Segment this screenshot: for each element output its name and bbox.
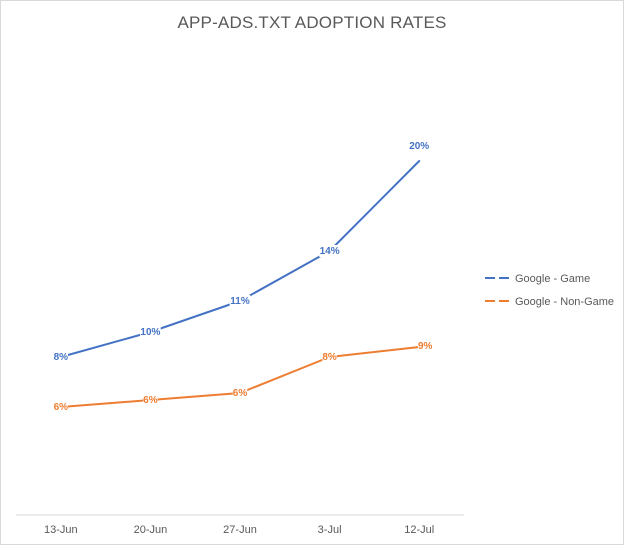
data-label-bg [418, 340, 433, 352]
data-label-bg [229, 295, 251, 307]
data-label: 10% [140, 327, 160, 338]
data-label: 6% [233, 388, 248, 399]
data-label-bg [140, 326, 161, 338]
data-label: 14% [320, 246, 340, 257]
data-label: 11% [230, 296, 250, 307]
x-tick-label: 27-Jun [223, 524, 257, 536]
data-label: 20% [409, 141, 429, 152]
data-label-bg [143, 394, 158, 406]
x-tick-label: 20-Jun [134, 524, 168, 536]
legend-label: Google - Game [515, 273, 590, 285]
x-tick-label: 3-Jul [318, 524, 342, 536]
data-label-bg [53, 401, 68, 413]
data-label-bg [322, 351, 337, 363]
data-label-bg [232, 387, 248, 399]
legend-label: Google - Non-Game [515, 296, 614, 308]
series-line-1 [59, 160, 421, 358]
data-label: 8% [322, 352, 337, 363]
data-label: 6% [54, 402, 69, 413]
chart-title: APP-ADS.TXT ADOPTION RATES [177, 13, 447, 32]
x-tick-label: 12-Jul [404, 524, 434, 536]
data-label-bg [319, 245, 340, 257]
data-label-bg [408, 140, 430, 152]
x-tick-label: 13-Jun [44, 524, 78, 536]
data-label-bg [53, 351, 68, 363]
data-label: 6% [143, 395, 158, 406]
data-label: 8% [54, 352, 69, 363]
data-label: 9% [418, 341, 433, 352]
